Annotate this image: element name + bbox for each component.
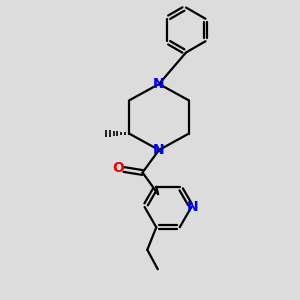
Text: N: N — [153, 77, 165, 91]
Text: N: N — [153, 143, 165, 157]
Text: O: O — [112, 161, 124, 175]
Text: N: N — [187, 200, 199, 214]
